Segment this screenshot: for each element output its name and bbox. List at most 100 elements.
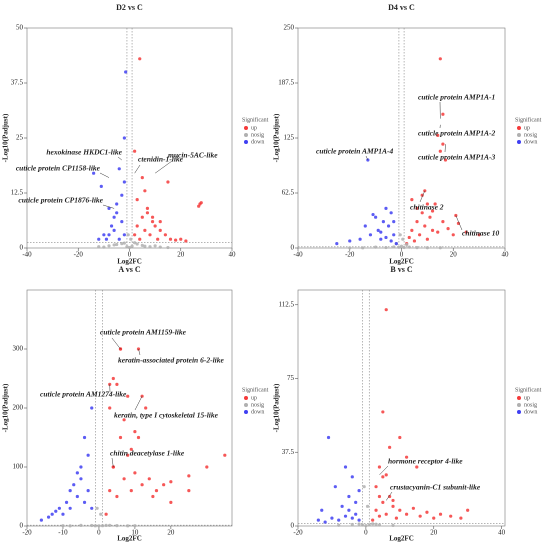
point [136,435,141,440]
y-tick-label: 300 [13,345,24,353]
point [374,522,378,526]
point [354,500,358,504]
point [111,376,115,381]
point [330,516,334,520]
chart-title: A vs C [118,265,140,274]
point [72,483,76,487]
point [97,245,101,249]
point [459,516,463,520]
point [184,239,188,243]
y-tick-label: 75 [287,374,295,382]
point [425,202,429,206]
point [112,243,116,247]
legend-label: down [251,409,264,415]
point [384,512,388,516]
x-tick-label: 10 [131,529,139,537]
legend-title: Significant [515,116,542,123]
point [376,228,380,232]
point [129,237,133,241]
point [357,522,361,526]
point [430,228,435,232]
panel: D4 vs C -40 -20 0 20 40 0 62.5 125 187.5 250 Log2FC… [273,3,542,266]
legend-title: Significant [515,386,542,393]
point [223,453,227,457]
annotation: chitinase 2 [410,203,444,212]
point [86,489,90,493]
point [335,242,339,246]
plot-frame [297,289,506,527]
point [381,410,385,414]
y-tick-label: 37.5 [282,448,295,456]
legend-marker [244,396,248,400]
point [466,508,470,512]
point [374,215,378,219]
point [205,465,209,469]
point [50,512,54,516]
point [441,220,445,224]
point [108,406,112,410]
annotation-arrow [117,156,122,161]
point [129,447,133,451]
legend-marker [244,410,248,414]
point [415,206,419,210]
point [145,211,150,215]
point [456,221,461,225]
point [150,220,155,224]
point [377,494,382,499]
annotation: cuticle protein AMP1A-1 [418,93,495,102]
point [398,435,402,440]
point [350,475,354,479]
x-tick-label: 20 [177,251,185,259]
legend-title: Significant [242,386,269,393]
point [127,245,132,250]
y-tick-label: 100 [13,463,24,471]
point [423,189,427,193]
legend-marker [517,403,521,407]
point [97,237,101,241]
point [107,206,111,210]
y-tick-label: 37.5 [11,79,24,87]
plot-frame [26,289,233,527]
point [126,453,130,457]
point [392,245,396,249]
legend-marker [517,133,521,137]
point [394,242,398,246]
point [93,524,97,528]
point [57,506,61,510]
point [432,516,436,520]
point [384,206,388,210]
y-axis-label: -Log10(Padjust) [2,383,10,432]
point [401,237,405,241]
legend-label: up [251,395,257,401]
point [126,394,130,398]
annotation: keratin-associated protein 6-2-like [118,356,224,365]
annotation: mucin-5AC-like [168,151,218,160]
point [115,382,119,386]
annotation: hexokinase HKDC1-like [46,148,122,157]
point [425,510,429,514]
point [115,202,119,206]
panel: A vs C-20 -10 0 10 200100200300Log2FC-Log10(… [2,265,269,543]
point [364,524,368,528]
point [122,136,126,140]
point [360,523,365,527]
legend-label: down [524,409,537,415]
annotation-arrow [134,164,141,174]
annotation: cuticle protein CP1876-like [18,196,103,205]
annotation-arrow [365,155,369,161]
point [102,245,106,249]
legend-label: nosig [251,132,264,138]
point [347,494,351,499]
point [75,471,79,475]
point [381,500,385,504]
legend-title: Significant [242,116,269,123]
point [120,242,124,246]
y-tick-label: 112.5 [279,300,295,308]
point [148,233,152,237]
point [107,244,111,248]
point [154,489,159,493]
point [367,523,371,527]
annotation: cuticle protein AMP1A-4 [316,147,393,156]
x-tick-label: 20 [167,529,175,537]
chart-title: B vs C [390,265,412,274]
